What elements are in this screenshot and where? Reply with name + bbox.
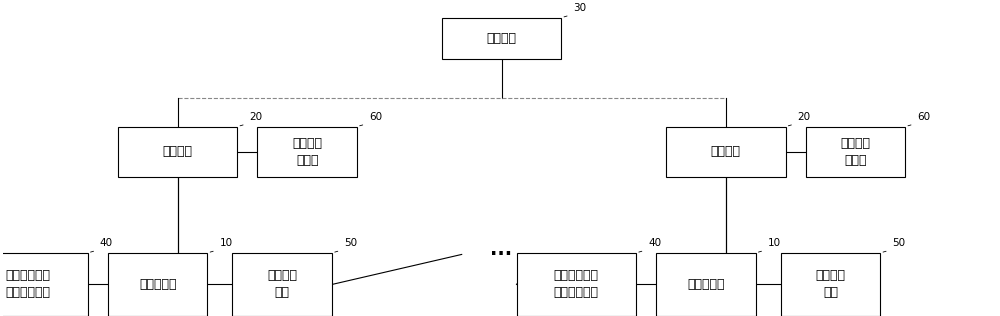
FancyBboxPatch shape	[0, 253, 88, 316]
FancyBboxPatch shape	[118, 127, 237, 177]
FancyBboxPatch shape	[108, 253, 207, 316]
Text: 模拟主站: 模拟主站	[487, 32, 517, 45]
Text: 模拟断路器: 模拟断路器	[139, 278, 176, 291]
Text: 10: 10	[219, 238, 233, 248]
Text: 故障接线
端子: 故障接线 端子	[816, 270, 846, 300]
Text: ···: ···	[490, 245, 513, 264]
FancyBboxPatch shape	[442, 18, 561, 59]
FancyBboxPatch shape	[656, 253, 756, 316]
FancyBboxPatch shape	[257, 127, 357, 177]
Text: 50: 50	[892, 238, 905, 248]
Text: 60: 60	[917, 112, 930, 122]
Text: 分合闸指
示模块: 分合闸指 示模块	[840, 137, 870, 167]
FancyBboxPatch shape	[666, 127, 786, 177]
Text: 10: 10	[768, 238, 781, 248]
FancyBboxPatch shape	[232, 253, 332, 316]
Text: 60: 60	[369, 112, 382, 122]
Text: 分合闸指
示模块: 分合闸指 示模块	[292, 137, 322, 167]
Text: 20: 20	[798, 112, 811, 122]
Text: 故障接线
端子: 故障接线 端子	[267, 270, 297, 300]
FancyBboxPatch shape	[517, 253, 636, 316]
Text: 测控终端: 测控终端	[711, 145, 741, 158]
Text: 50: 50	[344, 238, 357, 248]
Text: 模拟断路器: 模拟断路器	[687, 278, 725, 291]
Text: 30: 30	[573, 3, 586, 13]
Text: 40: 40	[100, 238, 113, 248]
Text: 三相三线电流
电压输入端子: 三相三线电流 电压输入端子	[554, 270, 599, 300]
FancyBboxPatch shape	[781, 253, 880, 316]
Text: 测控终端: 测控终端	[163, 145, 193, 158]
FancyBboxPatch shape	[806, 127, 905, 177]
Text: 三相三线电流
电压输入端子: 三相三线电流 电压输入端子	[6, 270, 51, 300]
Text: 20: 20	[249, 112, 262, 122]
Text: 40: 40	[648, 238, 661, 248]
